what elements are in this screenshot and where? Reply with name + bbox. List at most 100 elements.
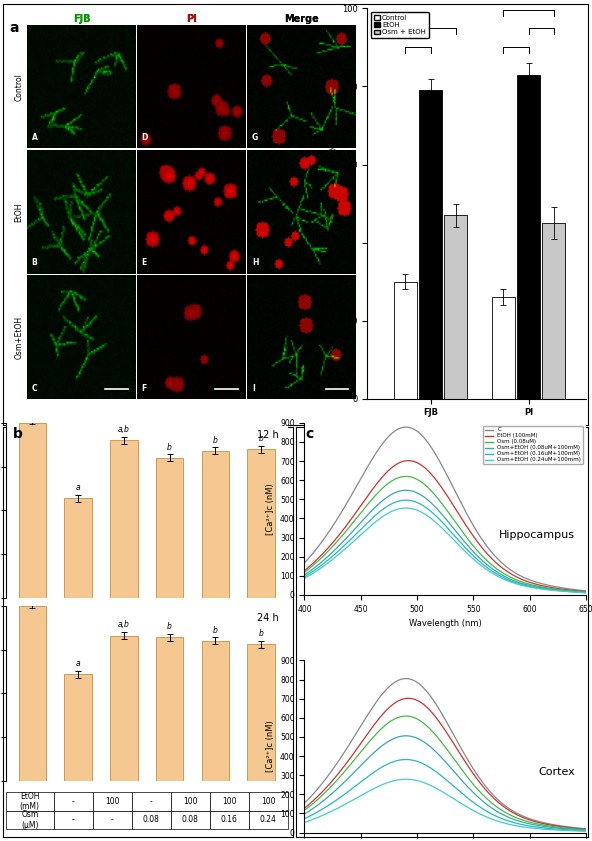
Osm (0.08uM): [506, 810, 513, 820]
Bar: [19, 606, 46, 781]
Osm (0.08uM): [301, 567, 308, 577]
Osm+EtOH (0.16uM+100mM): [335, 546, 342, 556]
Text: EtOH: EtOH: [14, 202, 24, 222]
Osm+EtOH (0.08uM+100mM): [301, 570, 308, 580]
Osm+EtOH (0.16uM+100mM): [413, 756, 420, 766]
C: [335, 756, 342, 766]
Text: 24 h: 24 h: [258, 613, 279, 623]
Text: G: G: [252, 133, 258, 142]
C: [392, 425, 400, 435]
Osm+EtOH (0.08uM+100mM): [479, 796, 486, 806]
Bar: [65, 674, 92, 781]
C: [413, 426, 420, 436]
Osm (0.08uM): [335, 535, 342, 545]
Osm+EtOH (0.16uM+100mM): [335, 794, 342, 804]
Line: Osm+EtOH (0.24uM+100mm): Osm+EtOH (0.24uM+100mm): [304, 780, 586, 831]
Osm (0.08uM): [301, 806, 308, 816]
Text: Cortex: Cortex: [538, 767, 575, 777]
Text: FJB: FJB: [73, 13, 90, 24]
C: [506, 564, 513, 574]
Osm (0.08uM): [335, 774, 342, 784]
C: [392, 676, 400, 686]
Osm+EtOH (0.24uM+100mm): [583, 588, 590, 598]
Bar: [445, 215, 468, 399]
Bar: [156, 458, 184, 598]
C: [403, 674, 410, 684]
Text: c: c: [305, 427, 313, 442]
Osm+EtOH (0.08uM+100mM): [301, 809, 308, 819]
Osm (0.08uM): [392, 473, 400, 484]
EtOH (100mM): [405, 456, 412, 466]
Text: b: b: [167, 622, 172, 631]
Line: C: C: [304, 427, 586, 591]
Y-axis label: Positive stained cells/section (%): Positive stained cells/section (%): [330, 140, 339, 267]
X-axis label: Wavelength (nm): Wavelength (nm): [409, 619, 482, 628]
Bar: [247, 449, 275, 598]
C: [505, 803, 512, 813]
EtOH (100mM): [405, 693, 412, 703]
Osm+EtOH (0.08uM+100mM): [403, 731, 410, 741]
Text: FJB: FJB: [73, 13, 90, 24]
Osm+EtOH (0.24uM+100mm): [505, 819, 512, 829]
Text: I: I: [252, 383, 255, 393]
Text: C: C: [31, 383, 37, 393]
Text: B: B: [31, 258, 37, 267]
Line: Osm (0.08uM): Osm (0.08uM): [304, 716, 586, 830]
Bar: [492, 297, 514, 399]
EtOH (100mM): [392, 697, 400, 707]
Osm+EtOH (0.08uM+100mM): [506, 574, 513, 584]
Bar: [19, 423, 46, 598]
Line: Osm+EtOH (0.16uM+100mM): Osm+EtOH (0.16uM+100mM): [304, 500, 586, 593]
C: [505, 563, 512, 574]
Text: Osm+EtOH: Osm+EtOH: [14, 315, 24, 358]
C: [583, 824, 590, 834]
Osm (0.08uM): [505, 571, 512, 581]
Osm+EtOH (0.24uM+100mm): [506, 577, 513, 587]
Osm (0.08uM): [583, 825, 590, 835]
Osm+EtOH (0.24uM+100mm): [335, 550, 342, 560]
Text: b: b: [13, 427, 23, 442]
Bar: [202, 641, 229, 781]
EtOH (100mM): [506, 569, 513, 579]
Text: E: E: [141, 258, 147, 267]
Text: F: F: [141, 383, 147, 393]
Osm (0.08uM): [479, 551, 486, 561]
Y-axis label: [Ca²⁺]c (nM): [Ca²⁺]c (nM): [266, 721, 275, 772]
EtOH (100mM): [392, 459, 400, 469]
Text: A: A: [31, 133, 37, 142]
EtOH (100mM): [506, 806, 513, 816]
Osm+EtOH (0.16uM+100mM): [583, 588, 590, 598]
Line: Osm+EtOH (0.24uM+100mm): Osm+EtOH (0.24uM+100mm): [304, 508, 586, 593]
EtOH (100mM): [583, 824, 590, 834]
C: [413, 677, 420, 687]
Text: Merge: Merge: [284, 13, 319, 24]
EtOH (100mM): [583, 587, 590, 597]
EtOH (100mM): [301, 565, 308, 575]
Osm+EtOH (0.16uM+100mM): [403, 495, 410, 505]
Text: PI: PI: [186, 13, 197, 24]
C: [479, 777, 486, 787]
Osm+EtOH (0.24uM+100mm): [506, 819, 513, 829]
Bar: [110, 636, 137, 781]
Text: b: b: [213, 436, 218, 445]
Osm (0.08uM): [403, 472, 410, 482]
Text: b: b: [167, 442, 172, 452]
Osm+EtOH (0.16uM+100mM): [479, 558, 486, 569]
Osm+EtOH (0.24uM+100mm): [413, 775, 420, 785]
EtOH (100mM): [413, 458, 420, 468]
C: [479, 535, 486, 545]
EtOH (100mM): [335, 531, 342, 541]
Bar: [65, 498, 92, 598]
Bar: [394, 282, 417, 399]
Osm+EtOH (0.24uM+100mm): [403, 775, 410, 785]
C: [583, 586, 590, 596]
Osm+EtOH (0.24uM+100mm): [479, 561, 486, 571]
EtOH (100mM): [301, 803, 308, 813]
Osm+EtOH (0.08uM+100mM): [479, 556, 486, 566]
Osm+EtOH (0.16uM+100mM): [479, 803, 486, 813]
Osm+EtOH (0.08uM+100mM): [506, 812, 513, 822]
Osm+EtOH (0.16uM+100mM): [505, 575, 512, 585]
Bar: [156, 637, 184, 781]
EtOH (100mM): [505, 567, 512, 577]
C: [403, 422, 410, 432]
